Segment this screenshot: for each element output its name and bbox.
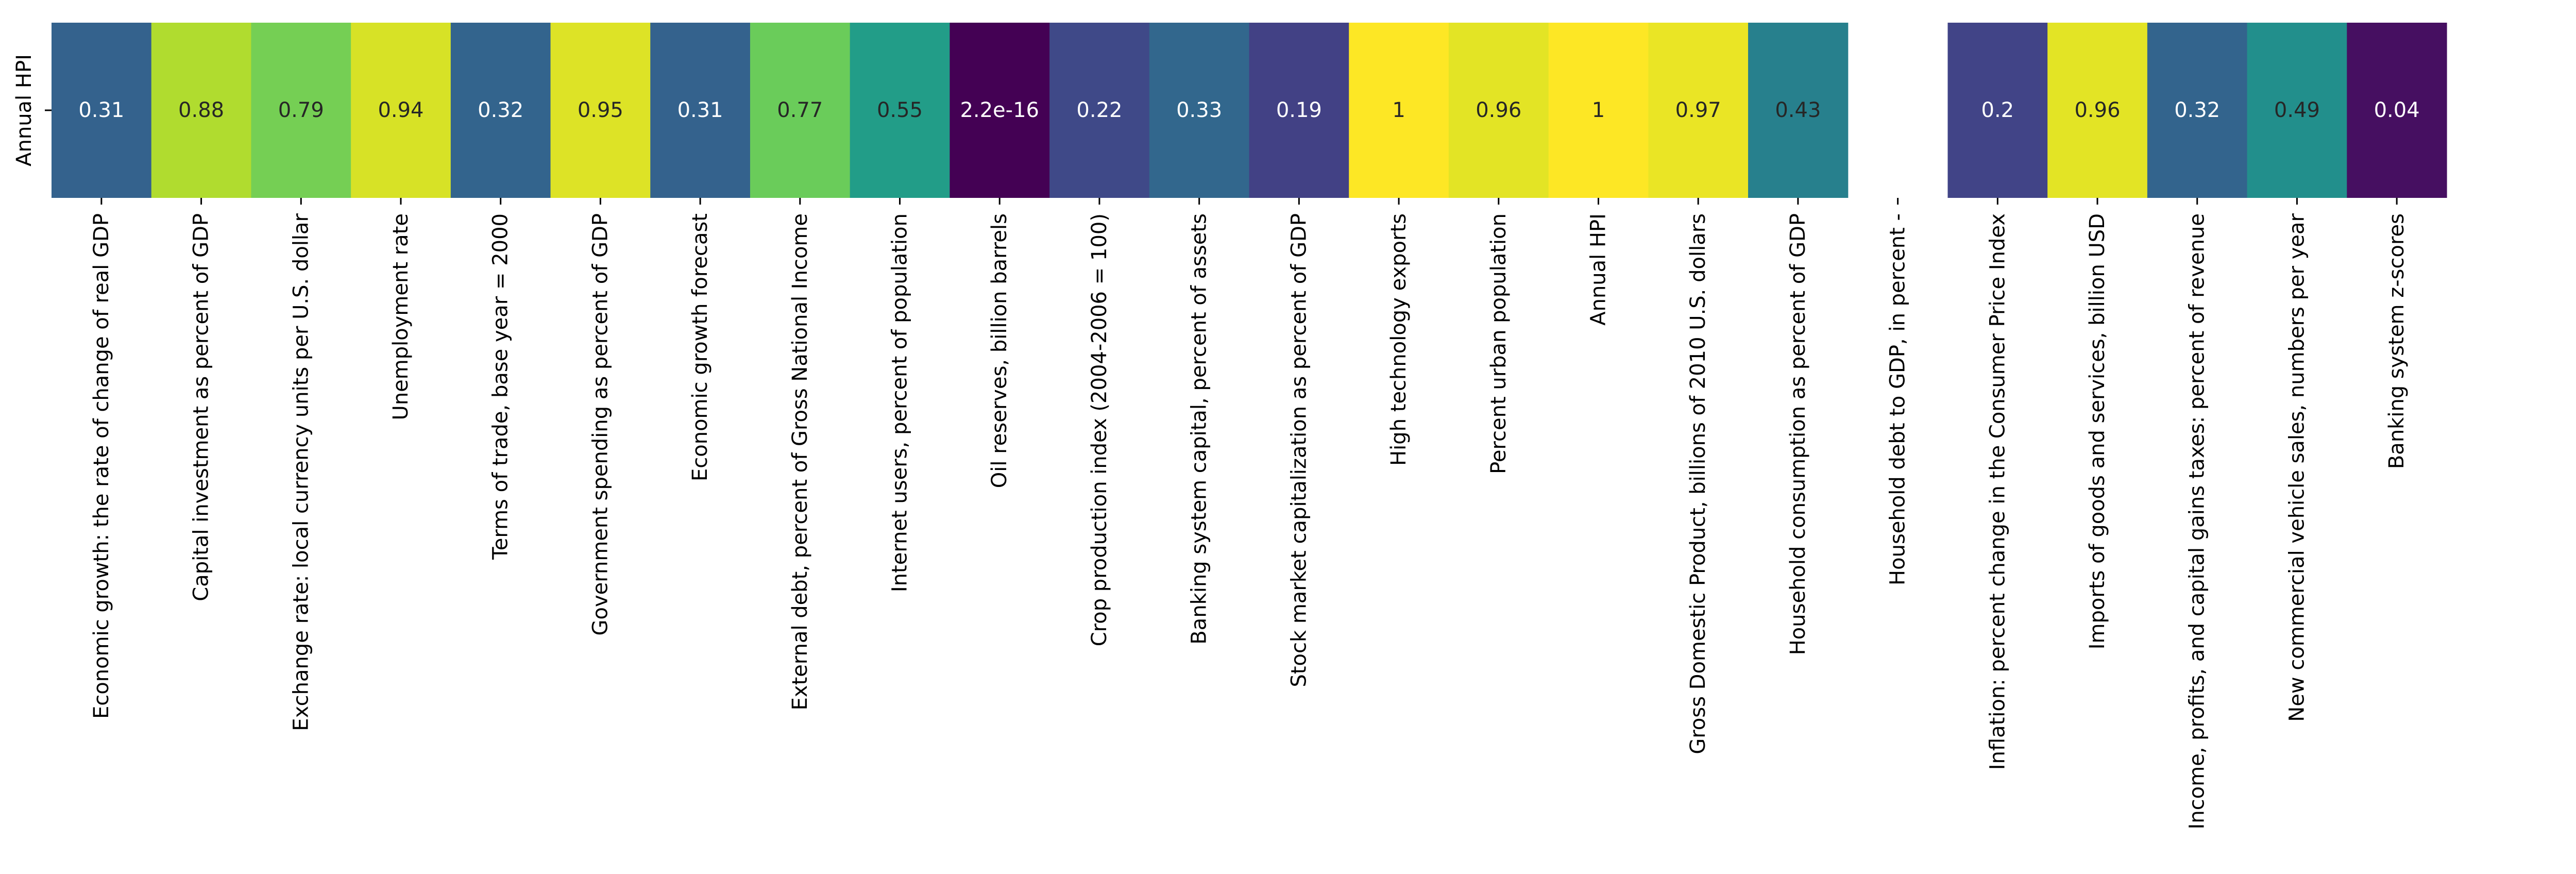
heatmap-cell [450, 23, 551, 198]
cell-annotation: 0.49 [2274, 98, 2320, 122]
column-label: Percent urban population [1487, 213, 1511, 474]
row-labels: Annual HPI [12, 54, 52, 166]
column-label: Government spending as percent of GDP [588, 213, 612, 636]
heatmap-cell [2247, 23, 2347, 198]
cell-annotation: 0.96 [1476, 98, 1521, 122]
heatmap-cell [2347, 23, 2447, 198]
cell-annotation: 0.95 [578, 98, 623, 122]
column-label: Inflation: percent change in the Consume… [1986, 213, 2009, 770]
heatmap-cell [1049, 23, 1150, 198]
heatmap-cell [1149, 23, 1250, 198]
cell-annotation: 0.04 [2374, 98, 2420, 122]
heatmap-cell [52, 23, 152, 198]
column-labels: Economic growth: the rate of change of r… [90, 198, 2409, 829]
heatmap-cell [251, 23, 351, 198]
cell-annotation: 0.97 [1675, 98, 1721, 122]
cell-annotation: 0.19 [1276, 98, 1322, 122]
heatmap-cells [52, 23, 2447, 198]
cell-annotation: 2.2e-16 [960, 98, 1039, 122]
column-label: External debt, percent of Gross National… [788, 213, 812, 710]
heatmap-cell [1748, 23, 1849, 198]
heatmap-cell [1648, 23, 1749, 198]
column-label: Oil reserves, billion barrels [988, 213, 1011, 488]
heatmap-cell [2147, 23, 2248, 198]
cell-annotation: 0.94 [378, 98, 423, 122]
column-label: Stock market capitalization as percent o… [1287, 213, 1311, 687]
cell-annotation: 0.79 [278, 98, 324, 122]
column-label: Terms of trade, base year = 2000 [489, 213, 513, 560]
column-label: Gross Domestic Product, billions of 2010… [1686, 213, 1710, 754]
column-label: Household consumption as percent of GDP [1786, 213, 1810, 655]
column-label: Banking system capital, percent of asset… [1188, 213, 1211, 645]
cell-annotation: 0.88 [178, 98, 224, 122]
heatmap-cell [1548, 23, 1649, 198]
cell-annotation: 0.31 [677, 98, 723, 122]
heatmap-cell [650, 23, 751, 198]
heatmap-cell [750, 23, 851, 198]
cell-annotation: 0.32 [2174, 98, 2220, 122]
column-label: High technology exports [1387, 213, 1411, 466]
cell-annotation: 1 [1392, 98, 1405, 122]
cell-annotation: 0.43 [1775, 98, 1821, 122]
column-label: Economic growth: the rate of change of r… [90, 213, 113, 719]
cell-annotation: 0.33 [1176, 98, 1222, 122]
heatmap-cell [2047, 23, 2148, 198]
column-label: Banking system z-scores [2385, 213, 2409, 469]
cell-annotation: 0.77 [777, 98, 823, 122]
cell-annotation: 1 [1592, 98, 1605, 122]
heatmap-cell [550, 23, 651, 198]
column-label: Imports of goods and services, billion U… [2086, 213, 2109, 649]
heatmap-cell [151, 23, 252, 198]
cell-annotation: 0.2 [1981, 98, 2014, 122]
cell-annotation: 0.96 [2074, 98, 2120, 122]
column-label: Household debt to GDP, in percent - [1886, 213, 1910, 585]
heatmap-cell [1947, 23, 2048, 198]
column-label: New commercial vehicle sales, numbers pe… [2285, 213, 2309, 721]
heatmap-annotations: 0.31 0.88 0.79 0.94 0.32 0.95 0.31 0.77 0.55 2.2e… [78, 98, 2419, 122]
cell-annotation: 0.55 [877, 98, 923, 122]
cell-annotation: 0.31 [78, 98, 124, 122]
column-label: Unemployment rate [389, 213, 413, 420]
heatmap-cell [1249, 23, 1349, 198]
heatmap-cell [950, 23, 1050, 198]
column-label: Internet users, percent of population [888, 213, 912, 592]
heatmap-cell [351, 23, 451, 198]
cell-annotation: 0.22 [1076, 98, 1122, 122]
column-label: Income, profits, and capital gains taxes… [2185, 213, 2209, 829]
heatmap-cell [1349, 23, 1449, 198]
column-label: Crop production index (2004-2006 = 100) [1088, 213, 1111, 646]
column-label: Capital investment as percent of GDP [190, 213, 213, 601]
cell-annotation: 0.32 [478, 98, 523, 122]
row-label: Annual HPI [12, 54, 36, 166]
heatmap-cell [1448, 23, 1549, 198]
heatmap-cell [850, 23, 950, 198]
column-label: Exchange rate: local currency units per … [289, 213, 313, 731]
column-label: Annual HPI [1586, 213, 1610, 326]
column-label: Economic growth forecast [688, 213, 712, 481]
